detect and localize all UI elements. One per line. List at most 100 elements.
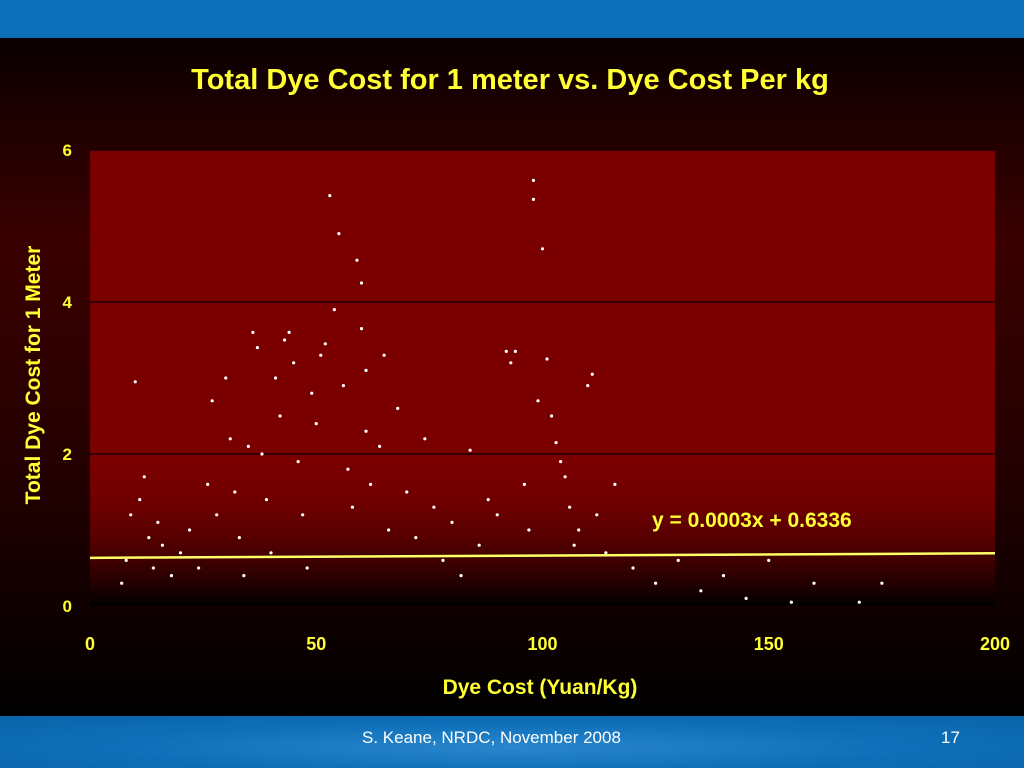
data-point [142, 475, 146, 479]
data-point [120, 581, 124, 585]
scatter-chart: Total Dye Cost for 1 meter vs. Dye Cost … [22, 64, 1010, 699]
data-point [531, 197, 536, 201]
y-axis-label: Total Dye Cost for 1 Meter [22, 246, 45, 505]
data-point [269, 551, 273, 555]
data-point [242, 574, 246, 578]
data-point [368, 482, 373, 486]
data-point [857, 600, 861, 604]
trendline [89, 552, 996, 560]
data-point [124, 558, 128, 563]
data-point [160, 543, 164, 547]
data-point [359, 327, 364, 331]
data-point [215, 513, 219, 517]
data-point [133, 380, 137, 384]
data-point [350, 505, 355, 509]
data-point [744, 596, 748, 601]
data-point [337, 232, 341, 236]
data-point [382, 353, 386, 357]
x-tick-label: 150 [754, 634, 784, 654]
data-point [169, 574, 174, 578]
data-point [486, 498, 490, 502]
data-point [378, 444, 382, 448]
data-point [210, 399, 214, 403]
data-points [120, 178, 884, 604]
data-point [554, 441, 558, 445]
data-point [346, 467, 350, 471]
data-point [187, 528, 192, 532]
data-point [450, 520, 454, 525]
data-point [328, 194, 332, 198]
data-point [278, 414, 282, 418]
data-point [572, 543, 576, 547]
data-point [613, 482, 617, 486]
y-axis-ticks: 0 2 4 6 [63, 141, 73, 616]
data-point [423, 437, 427, 441]
plot-area-shade [90, 456, 995, 606]
data-point [396, 406, 400, 410]
data-point [323, 342, 327, 346]
data-point [296, 460, 300, 464]
data-point [527, 528, 531, 532]
data-point [147, 536, 151, 540]
data-point [789, 600, 793, 604]
data-point [509, 361, 513, 365]
y-tick-label: 4 [63, 293, 73, 312]
x-tick-label: 200 [980, 634, 1010, 654]
data-point [721, 574, 726, 578]
data-point [273, 376, 278, 380]
slide-number: 17 [941, 728, 960, 747]
y-tick-label: 2 [63, 445, 72, 464]
data-point [577, 528, 581, 532]
data-point [522, 482, 527, 486]
data-point [495, 513, 499, 517]
data-point [654, 581, 658, 585]
slide-footer [0, 716, 1024, 768]
data-point [301, 513, 305, 517]
data-point [310, 391, 314, 395]
x-tick-label: 50 [306, 634, 326, 654]
data-point [432, 505, 436, 509]
trendline-equation: y = 0.0003x + 0.6336 [652, 509, 852, 532]
data-point [138, 498, 142, 502]
data-point [504, 349, 508, 353]
data-point [767, 558, 771, 563]
data-point [477, 543, 481, 547]
data-point [568, 505, 572, 509]
data-point [287, 330, 291, 334]
x-tick-label: 0 [85, 634, 95, 654]
data-point [676, 558, 680, 563]
x-tick-label: 100 [527, 634, 557, 654]
footer-credit: S. Keane, NRDC, November 2008 [362, 728, 621, 747]
gridlines [90, 149, 995, 455]
data-point [228, 437, 232, 441]
data-point [282, 338, 287, 342]
data-point [197, 566, 201, 570]
data-point [880, 581, 884, 585]
data-point [359, 281, 364, 285]
data-point [595, 513, 599, 517]
data-point [459, 574, 463, 578]
data-point [251, 330, 255, 334]
x-axis-ticks: 0 50 100 150 200 [85, 634, 1010, 654]
data-point [812, 581, 816, 585]
data-point [531, 178, 536, 182]
x-axis-label: Dye Cost (Yuan/Kg) [443, 676, 638, 699]
data-point [559, 460, 563, 464]
data-point [364, 429, 368, 433]
y-tick-label: 0 [63, 597, 72, 616]
data-point [255, 346, 260, 350]
data-point [305, 566, 309, 570]
data-point [590, 372, 594, 376]
data-point [129, 513, 133, 517]
data-point [441, 558, 445, 563]
data-point [332, 308, 336, 312]
data-point [631, 566, 635, 570]
data-point [206, 482, 210, 486]
data-point [364, 368, 368, 372]
data-point [513, 349, 517, 353]
data-point [604, 551, 608, 555]
data-point [699, 589, 703, 593]
data-point [405, 490, 409, 494]
data-point [586, 384, 590, 388]
data-point [549, 414, 554, 418]
